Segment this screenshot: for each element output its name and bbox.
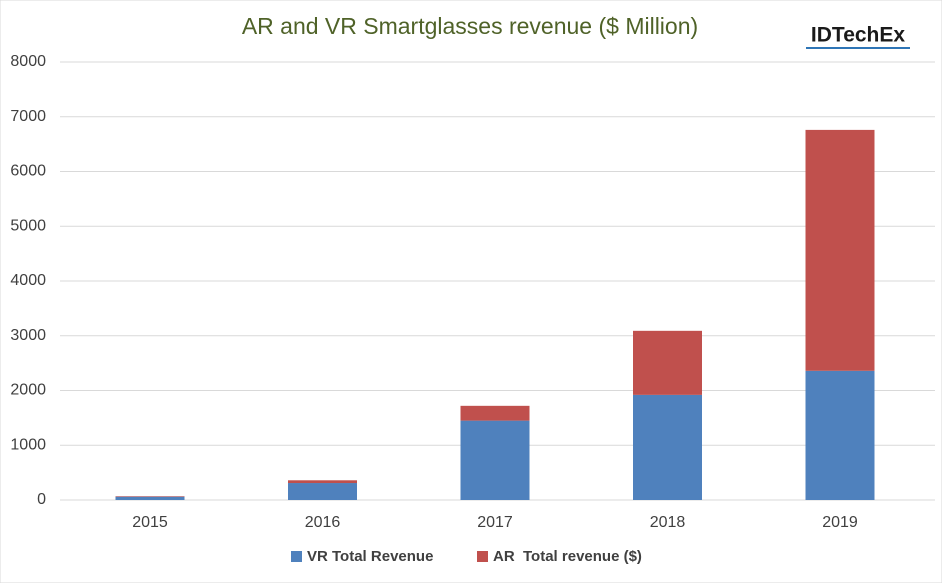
x-tick-label: 2017	[477, 514, 513, 531]
bar-segment	[115, 496, 185, 500]
y-tick-label: 3000	[10, 327, 46, 344]
logo: IDTechEx	[811, 24, 905, 47]
bar-segment	[460, 420, 530, 500]
x-tick-label: 2015	[132, 514, 168, 531]
y-tick-label: 0	[37, 491, 46, 508]
bar-segment	[115, 496, 185, 497]
bar-segment	[805, 129, 875, 371]
bar-segment	[288, 480, 357, 484]
bar-segment	[633, 394, 702, 500]
y-tick-label: 8000	[10, 53, 46, 70]
bar-segment	[805, 370, 875, 500]
legend-swatch	[291, 551, 302, 562]
legend-label: VR Total Revenue	[307, 548, 433, 565]
bar-segment	[633, 330, 702, 395]
y-tick-label: 2000	[10, 382, 46, 399]
x-tick-label: 2019	[822, 514, 858, 531]
chart-title: AR and VR Smartglasses revenue ($ Millio…	[242, 13, 698, 39]
y-tick-label: 7000	[10, 108, 46, 125]
bar-segment	[460, 405, 530, 421]
legend-swatch	[477, 551, 488, 562]
legend-label: AR Total revenue ($)	[493, 548, 642, 565]
y-tick-label: 6000	[10, 163, 46, 180]
y-tick-label: 5000	[10, 217, 46, 234]
bar-segment	[288, 483, 357, 500]
x-tick-label: 2018	[650, 514, 686, 531]
y-tick-label: 1000	[10, 436, 46, 453]
y-tick-label: 4000	[10, 272, 46, 289]
x-tick-label: 2016	[305, 514, 341, 531]
